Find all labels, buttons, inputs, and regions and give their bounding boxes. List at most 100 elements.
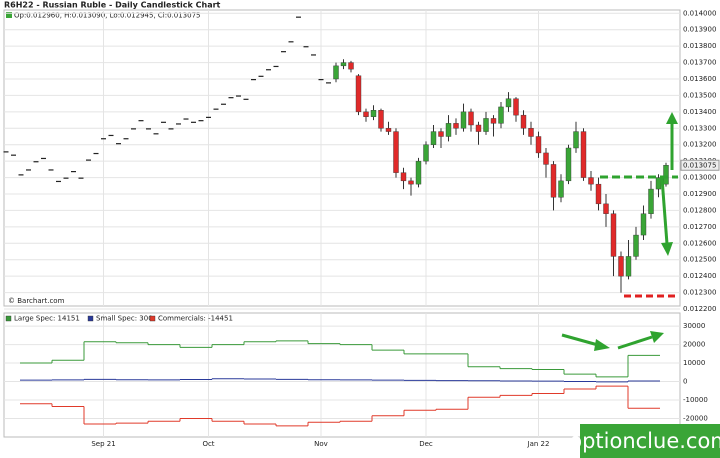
candle-body <box>138 120 144 122</box>
candle-body <box>101 138 106 140</box>
candle-body <box>131 128 136 130</box>
y-tick-label: -20000 <box>683 415 708 423</box>
candle-body <box>490 118 497 124</box>
y-tick-label: 0.013800 <box>683 42 716 50</box>
candle-body <box>243 98 249 100</box>
candle-body <box>161 121 166 123</box>
candle-body <box>191 121 196 123</box>
candle-body <box>355 75 362 113</box>
x-tick-label: Jan 22 <box>527 440 550 448</box>
candle-body <box>71 171 76 173</box>
candle-body <box>326 82 331 84</box>
candle-body <box>48 169 54 171</box>
y-tick-label: 0.012500 <box>683 256 716 264</box>
candle-body <box>273 65 279 68</box>
last-price-box <box>680 159 720 171</box>
candle-body <box>648 188 654 214</box>
candle-body <box>588 177 594 185</box>
candle-body <box>183 118 189 120</box>
y-tick-label: 0.012400 <box>683 272 716 280</box>
candle-body <box>618 256 624 277</box>
candle-body <box>251 79 256 81</box>
candle-body <box>333 65 339 80</box>
candle-body <box>438 131 444 137</box>
y-tick-label: 0.013700 <box>683 59 716 67</box>
y-tick-label: 0.014000 <box>683 9 716 17</box>
y-tick-label: 0 <box>683 378 687 386</box>
y-tick-label: 10000 <box>683 359 705 367</box>
candle-body <box>565 147 572 182</box>
candle-body <box>483 118 489 132</box>
candle-body <box>236 95 241 97</box>
candle-body <box>610 213 617 257</box>
x-tick-label: Nov <box>314 440 328 448</box>
annotations <box>561 112 678 351</box>
legend-swatch <box>87 315 94 322</box>
candle-body <box>153 133 159 135</box>
arrow <box>561 333 599 347</box>
candle-body <box>595 183 602 205</box>
candle-body <box>33 161 39 163</box>
candle-body <box>198 120 204 122</box>
candle-body <box>41 157 46 160</box>
candle-body <box>258 75 264 77</box>
candle-body <box>318 79 324 81</box>
candle-body <box>430 131 437 145</box>
candle-body <box>288 41 294 43</box>
y-tick-label: 30000 <box>683 322 705 330</box>
legend-label: Large Spec: 14151 <box>14 315 80 323</box>
candle-body <box>393 131 399 173</box>
candle-body <box>543 152 549 165</box>
legend-label: Small Spec: 300 <box>96 315 153 323</box>
chart-title: R6H22 - Russian Ruble - Daily Candlestic… <box>4 1 221 10</box>
y-tick-label: -10000 <box>683 396 708 404</box>
y-tick-label: 0.013900 <box>683 26 716 34</box>
arrow <box>617 335 653 350</box>
candle-body <box>580 131 587 178</box>
y-tick-label: 0.012800 <box>683 206 716 214</box>
candle-body <box>625 256 632 277</box>
y-tick-label: 0.012600 <box>683 239 716 247</box>
arrow-head <box>594 339 610 351</box>
arrow-head <box>661 242 673 256</box>
y-tick-label: 0.013600 <box>683 75 716 83</box>
y-tick-label: 0.013400 <box>683 108 716 116</box>
candle-body <box>520 114 527 129</box>
candle-body <box>93 152 99 155</box>
candle-body <box>528 128 534 137</box>
candle-body <box>415 160 422 185</box>
candle-body <box>408 180 414 185</box>
y-tick-label: 0.013200 <box>683 141 716 149</box>
legend-swatch <box>5 315 12 322</box>
candle-body <box>123 138 129 140</box>
candle-body <box>453 123 459 129</box>
y-tick-label: 0.013000 <box>683 174 716 182</box>
x-tick-label: Oct <box>202 440 214 448</box>
candle-body <box>385 128 392 132</box>
candle-body <box>3 151 9 153</box>
candle-body <box>26 169 31 171</box>
candle-body <box>116 143 121 145</box>
last-price-label: 0.013075 <box>683 161 716 169</box>
candle-body <box>640 213 647 236</box>
candle-body <box>498 106 504 124</box>
ohlc-swatch <box>6 12 12 18</box>
candle-body <box>513 98 519 116</box>
ohlc-label: Op:0.012960, H:0.013090, Lo:0.012945, Cl… <box>14 12 201 20</box>
candle-body <box>348 62 354 70</box>
candle-body <box>228 97 234 99</box>
y-tick-label: 0.013500 <box>683 91 716 99</box>
candle-body <box>86 159 91 161</box>
candle-body <box>378 110 384 129</box>
candle-body <box>400 172 407 182</box>
candle-body <box>423 144 429 162</box>
price-frame <box>3 9 681 307</box>
candle-body <box>445 123 452 137</box>
candle-body <box>340 62 347 67</box>
candle-body <box>63 177 69 179</box>
arrow <box>660 177 669 245</box>
candle-body <box>281 51 286 53</box>
candle-body <box>303 46 309 48</box>
y-tick-label: 0.012900 <box>683 190 716 198</box>
candle-body <box>176 123 181 125</box>
